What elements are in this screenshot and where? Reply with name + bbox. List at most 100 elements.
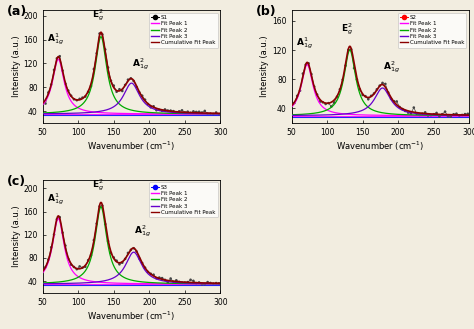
Text: E$^2_g$: E$^2_g$ bbox=[341, 21, 353, 37]
Point bbox=[342, 63, 349, 68]
Text: A$^2_{1g}$: A$^2_{1g}$ bbox=[132, 57, 149, 72]
Text: A$^2_{1g}$: A$^2_{1g}$ bbox=[383, 59, 400, 75]
Point bbox=[113, 258, 120, 263]
Point bbox=[59, 230, 66, 235]
Point bbox=[192, 280, 200, 286]
Point bbox=[184, 279, 191, 285]
Point bbox=[50, 67, 58, 72]
Point bbox=[118, 260, 126, 265]
Point bbox=[161, 277, 169, 283]
Point bbox=[362, 93, 369, 99]
Point bbox=[70, 97, 78, 102]
Point bbox=[42, 101, 49, 106]
Point bbox=[76, 264, 83, 269]
Point bbox=[433, 110, 440, 115]
Point bbox=[187, 277, 194, 282]
Point bbox=[64, 88, 72, 93]
Point bbox=[56, 54, 64, 59]
Point bbox=[192, 109, 200, 114]
Text: (a): (a) bbox=[7, 5, 27, 18]
Point bbox=[190, 278, 197, 284]
Point bbox=[365, 97, 372, 102]
Point bbox=[305, 61, 312, 66]
Point bbox=[330, 100, 338, 105]
Point bbox=[201, 282, 209, 287]
Point bbox=[308, 72, 315, 77]
Point bbox=[121, 256, 129, 262]
Point bbox=[76, 96, 83, 101]
Point bbox=[293, 93, 301, 98]
Point bbox=[104, 239, 112, 244]
Point bbox=[138, 261, 146, 266]
Point bbox=[421, 110, 429, 115]
Point bbox=[87, 253, 95, 258]
Point bbox=[427, 113, 435, 118]
Point bbox=[79, 265, 86, 270]
Point bbox=[158, 108, 166, 114]
Point bbox=[96, 204, 103, 209]
Text: A$^1_{1g}$: A$^1_{1g}$ bbox=[47, 31, 64, 47]
Point bbox=[155, 107, 163, 113]
Point bbox=[181, 110, 189, 115]
X-axis label: Wavenumber (cm$^{-1}$): Wavenumber (cm$^{-1}$) bbox=[87, 310, 176, 323]
Point bbox=[396, 104, 403, 110]
Point bbox=[107, 78, 115, 83]
Point bbox=[419, 111, 426, 116]
Point bbox=[90, 238, 98, 243]
Point bbox=[387, 96, 395, 101]
Point bbox=[144, 269, 152, 275]
Point bbox=[291, 100, 298, 106]
Point bbox=[130, 78, 137, 84]
Point bbox=[313, 92, 321, 97]
Point bbox=[67, 262, 75, 267]
Point bbox=[116, 262, 123, 267]
Point bbox=[181, 280, 189, 285]
Point bbox=[404, 110, 412, 115]
Point bbox=[73, 266, 81, 272]
Point bbox=[67, 93, 75, 98]
Point bbox=[84, 89, 92, 94]
Point bbox=[215, 112, 223, 117]
Point bbox=[325, 101, 332, 106]
Point bbox=[204, 279, 211, 285]
Point bbox=[64, 256, 72, 262]
Point bbox=[424, 113, 432, 118]
Point bbox=[107, 250, 115, 256]
Point bbox=[150, 272, 157, 277]
Point bbox=[390, 99, 398, 104]
Point bbox=[62, 81, 69, 86]
Point bbox=[136, 90, 143, 95]
Point bbox=[322, 101, 329, 107]
Point bbox=[201, 108, 209, 114]
Point bbox=[147, 105, 155, 110]
Text: A$^1_{1g}$: A$^1_{1g}$ bbox=[296, 36, 313, 52]
Point bbox=[195, 109, 203, 114]
Text: A$^1_{1g}$: A$^1_{1g}$ bbox=[47, 191, 64, 207]
Point bbox=[141, 97, 149, 102]
Point bbox=[456, 113, 463, 118]
Text: E$^2_g$: E$^2_g$ bbox=[92, 8, 104, 23]
X-axis label: Wavenumber (cm$^{-1}$): Wavenumber (cm$^{-1}$) bbox=[336, 140, 425, 153]
Point bbox=[453, 111, 460, 116]
Point bbox=[359, 92, 366, 98]
Point bbox=[382, 81, 389, 87]
Point bbox=[53, 217, 61, 222]
Point bbox=[207, 280, 214, 286]
Point bbox=[167, 108, 174, 113]
Point bbox=[319, 100, 327, 105]
Y-axis label: Intensity (a.u.): Intensity (a.u.) bbox=[260, 36, 269, 97]
Point bbox=[138, 93, 146, 98]
Point bbox=[441, 109, 449, 114]
Point bbox=[450, 112, 457, 117]
Legend: S3, Fit Peak 1, Fit Peak 2, Fit Peak 3, Cumulative Fit Peak: S3, Fit Peak 1, Fit Peak 2, Fit Peak 3, … bbox=[149, 182, 218, 217]
Point bbox=[316, 99, 324, 104]
Text: A$^2_{1g}$: A$^2_{1g}$ bbox=[134, 224, 151, 240]
Point bbox=[101, 47, 109, 52]
Point bbox=[207, 111, 214, 116]
Point bbox=[47, 245, 55, 250]
Y-axis label: Intensity (a.u.): Intensity (a.u.) bbox=[11, 36, 20, 97]
Text: (c): (c) bbox=[7, 175, 26, 188]
Point bbox=[178, 280, 186, 285]
Point bbox=[299, 71, 307, 76]
Point bbox=[288, 102, 295, 108]
